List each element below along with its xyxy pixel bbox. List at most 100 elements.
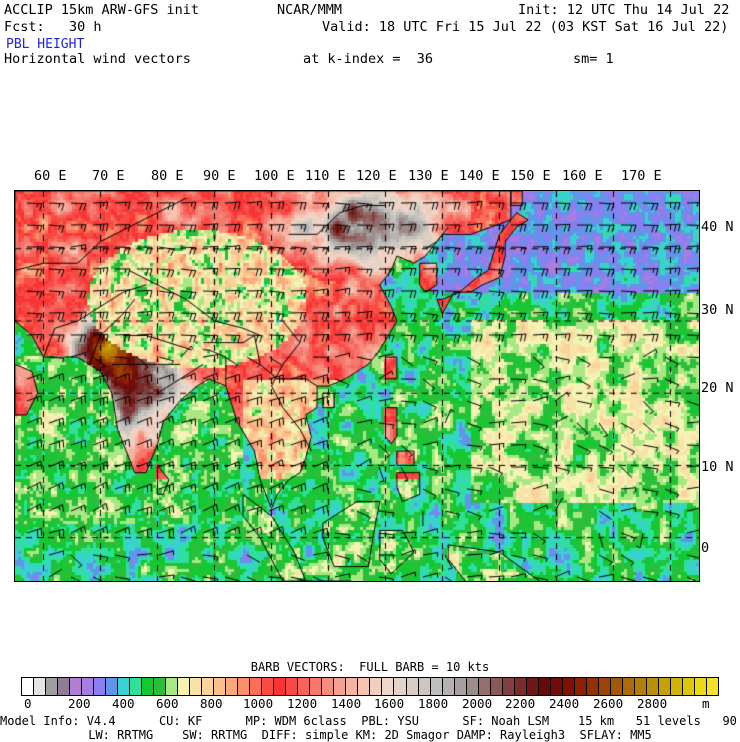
colorbar-swatch (22, 678, 35, 695)
pbl-height-field-canvas (15, 191, 699, 581)
colorbar-swatch (226, 678, 239, 695)
k-index-label: at k-index = 36 (303, 51, 434, 67)
lon-tick-label: 70 E (92, 168, 125, 184)
colorbar-swatch (682, 678, 695, 695)
colorbar-swatch (298, 678, 311, 695)
colorbar-swatch (406, 678, 419, 695)
colorbar-swatch (394, 678, 407, 695)
lat-tick-label: 40 N (701, 219, 734, 235)
colorbar-swatch (346, 678, 359, 695)
colorbar-swatch (94, 678, 107, 695)
colorbar-swatch (166, 678, 179, 695)
lon-tick-label: 80 E (151, 168, 184, 184)
colorbar-swatch (358, 678, 371, 695)
colorbar-swatch (82, 678, 95, 695)
colorbar-tick-label: 800 (200, 696, 223, 711)
colorbar-swatch (178, 678, 191, 695)
colorbar-swatch (550, 678, 563, 695)
colorbar-tick-label: 1200 (287, 696, 318, 711)
colorbar-swatch (478, 678, 491, 695)
lon-tick-label: 100 E (254, 168, 295, 184)
colorbar-swatch (262, 678, 275, 695)
colorbar-unit-label: m (702, 696, 710, 711)
colorbar-swatch (490, 678, 503, 695)
colorbar-swatch (430, 678, 443, 695)
colorbar-swatch (670, 678, 683, 695)
vector-type-label: Horizontal wind vectors (4, 51, 191, 67)
colorbar-tick-label: 1800 (418, 696, 449, 711)
lon-tick-label: 130 E (408, 168, 449, 184)
colorbar-swatch (418, 678, 431, 695)
lat-tick-label: 0 (701, 540, 710, 556)
longitude-axis: 60 E 70 E 80 E 90 E 100 E 110 E 120 E 130 E 140 … (0, 168, 740, 186)
colorbar-swatch (250, 678, 263, 695)
colorbar-swatch (466, 678, 479, 695)
colorbar-swatch (694, 678, 707, 695)
colorbar-swatch (286, 678, 299, 695)
colorbar-swatch (610, 678, 623, 695)
colorbar-swatch (658, 678, 671, 695)
valid-time-label: Valid: 18 UTC Fri 15 Jul 22 (03 KST Sat … (322, 19, 729, 35)
colorbar-swatch (106, 678, 119, 695)
colorbar-swatch (622, 678, 635, 695)
colorbar-swatch (586, 678, 599, 695)
colorbar-tick-label: 2800 (637, 696, 668, 711)
colorbar-swatch (322, 678, 335, 695)
colorbar-tick-labels: 0 200 400 600 800 1000 1200 1400 1600 1800 2000 220… (0, 696, 740, 712)
colorbar-swatch (514, 678, 527, 695)
colorbar-swatch (526, 678, 539, 695)
colorbar-swatch (274, 678, 287, 695)
colorbar-swatch (214, 678, 227, 695)
colorbar-tick-label: 400 (112, 696, 135, 711)
lon-tick-label: 140 E (459, 168, 500, 184)
colorbar-swatch (202, 678, 215, 695)
init-time-label: Init: 12 UTC Thu 14 Jul 22 (518, 2, 730, 18)
institution-label: NCAR/MMM (277, 2, 343, 18)
colorbar-swatch (538, 678, 551, 695)
colorbar-swatch (634, 678, 647, 695)
colorbar-swatch (334, 678, 347, 695)
lon-tick-label: 90 E (203, 168, 236, 184)
colorbar-swatch (118, 678, 131, 695)
colorbar-swatch (46, 678, 59, 695)
colorbar-swatch (70, 678, 83, 695)
lon-tick-label: 60 E (34, 168, 67, 184)
colorbar-swatch (706, 678, 718, 695)
colorbar (21, 677, 719, 696)
colorbar-tick-label: 2600 (593, 696, 624, 711)
lon-tick-label: 150 E (510, 168, 551, 184)
colorbar-tick-label: 0 (24, 696, 32, 711)
colorbar-tick-label: 2400 (549, 696, 580, 711)
lon-tick-label: 160 E (562, 168, 603, 184)
colorbar-swatch (574, 678, 587, 695)
colorbar-swatch (502, 678, 515, 695)
colorbar-swatch (58, 678, 71, 695)
colorbar-swatch (238, 678, 251, 695)
field-name-label: PBL HEIGHT (6, 37, 85, 52)
barb-legend-label: BARB VECTORS: FULL BARB = 10 kts (250, 660, 490, 674)
colorbar-swatch (370, 678, 383, 695)
lon-tick-label: 120 E (356, 168, 397, 184)
colorbar-swatch (34, 678, 47, 695)
colorbar-tick-label: 200 (68, 696, 91, 711)
colorbar-tick-label: 2200 (505, 696, 536, 711)
map-plot-area (14, 190, 700, 582)
colorbar-swatch (190, 678, 203, 695)
lon-tick-label: 170 E (621, 168, 662, 184)
colorbar-tick-label: 2000 (462, 696, 493, 711)
colorbar-swatch (382, 678, 395, 695)
lat-tick-label: 10 N (701, 459, 734, 475)
colorbar-swatch (562, 678, 575, 695)
model-info-line-2: LW: RRTMG SW: RRTMG DIFF: simple KM: 2D … (88, 728, 652, 742)
smoothing-label: sm= 1 (573, 51, 614, 67)
colorbar-swatch (142, 678, 155, 695)
lat-tick-label: 30 N (701, 302, 734, 318)
colorbar-tick-label: 1400 (331, 696, 362, 711)
colorbar-swatch (454, 678, 467, 695)
colorbar-swatch (442, 678, 455, 695)
colorbar-tick-label: 1600 (374, 696, 405, 711)
lon-tick-label: 110 E (305, 168, 346, 184)
colorbar-tick-label: 1000 (243, 696, 274, 711)
lat-tick-label: 20 N (701, 380, 734, 396)
